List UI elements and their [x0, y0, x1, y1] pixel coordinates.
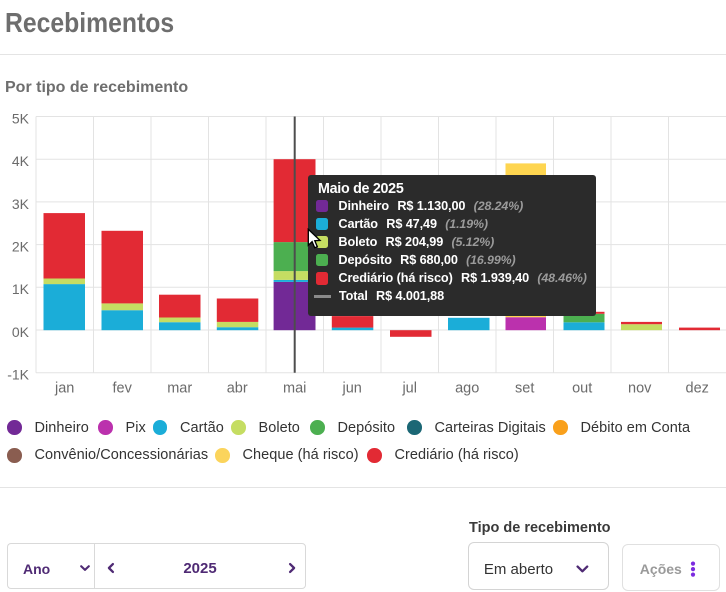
svg-text:set: set [515, 381, 534, 397]
svg-text:jan: jan [54, 381, 74, 397]
svg-text:4K: 4K [12, 153, 30, 169]
svg-text:1K: 1K [12, 281, 30, 297]
svg-text:fev: fev [113, 381, 133, 397]
svg-text:5K: 5K [12, 110, 30, 126]
svg-text:0K: 0K [12, 324, 30, 340]
svg-text:mai: mai [283, 381, 306, 397]
svg-text:abr: abr [227, 381, 248, 397]
svg-text:-1K: -1K [7, 367, 29, 383]
svg-text:mar: mar [167, 381, 192, 397]
svg-text:jul: jul [401, 381, 417, 397]
svg-text:dez: dez [686, 381, 709, 397]
svg-text:nov: nov [628, 381, 652, 397]
svg-text:2K: 2K [12, 239, 30, 255]
svg-text:jun: jun [342, 381, 362, 397]
svg-text:out: out [572, 381, 592, 397]
svg-text:3K: 3K [12, 196, 30, 212]
svg-text:ago: ago [455, 381, 479, 397]
